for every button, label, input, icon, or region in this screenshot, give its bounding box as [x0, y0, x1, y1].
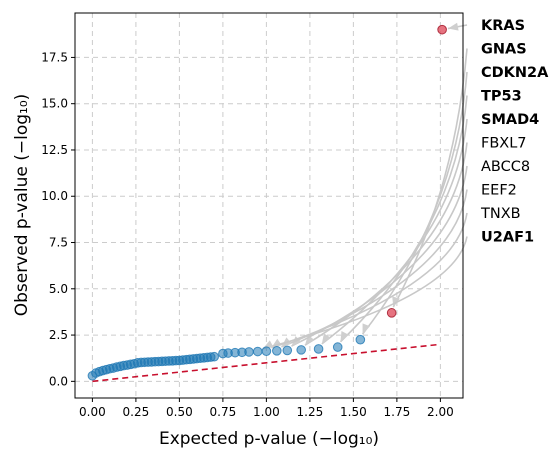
highlighted-point	[386, 308, 397, 318]
x-tick-label: 0.75	[210, 405, 237, 419]
label-arrow	[271, 212, 468, 349]
grid	[75, 13, 463, 398]
label-arrow	[321, 118, 468, 345]
data-point	[252, 346, 263, 357]
y-tick-label: 10.0	[41, 189, 68, 203]
gene-label: SMAD4	[481, 112, 539, 128]
gene-label: KRAS	[481, 18, 525, 34]
arrow-head	[340, 331, 349, 342]
gene-label: ABCC8	[481, 159, 530, 175]
plot-frame	[74, 12, 464, 399]
data-point	[272, 346, 282, 356]
data-point	[244, 347, 254, 357]
x-tick-label: 0.00	[79, 405, 106, 419]
label-arrow	[262, 236, 468, 350]
x-tick-label: 1.25	[297, 405, 324, 419]
arrow-head	[362, 323, 370, 335]
data-points	[87, 24, 447, 381]
data-point	[332, 342, 343, 352]
y-tick-label: 0.0	[49, 374, 68, 388]
x-tick-label: 0.50	[166, 405, 193, 419]
y-tick-label: 7.5	[49, 236, 68, 250]
y-tick-label: 12.5	[41, 143, 68, 157]
gene-label: TNXB	[480, 206, 521, 222]
plot-background	[75, 13, 463, 398]
arrow-head	[448, 22, 459, 31]
label-arrow	[361, 71, 468, 335]
x-tick-label: 0.25	[123, 405, 150, 419]
gene-label: EEF2	[481, 183, 517, 199]
y-tick-label: 5.0	[49, 282, 68, 296]
data-point	[282, 345, 293, 356]
gene-label: GNAS	[481, 42, 527, 58]
x-tick-label: 1.75	[384, 405, 411, 419]
gene-label: FBXL7	[481, 136, 527, 152]
gene-label: TP53	[481, 89, 522, 105]
arrow-head	[321, 333, 331, 344]
gene-label: U2AF1	[481, 230, 534, 246]
x-tick-label: 1.00	[253, 405, 280, 419]
x-tick-label: 2.00	[427, 405, 454, 419]
x-tick-label: 1.50	[340, 405, 367, 419]
y-tick-label: 2.5	[49, 328, 68, 342]
x-ticks: 0.00 0.25 0.50 0.75 1.00 1.25 1.50 1.75 2.00	[79, 398, 454, 419]
highlighted-point	[437, 24, 447, 35]
data-point	[296, 345, 306, 355]
y-ticks: 0.0 2.5 5.0 7.5 10.0 12.5 15.0 17.5	[41, 50, 75, 388]
y-tick-label: 15.0	[41, 97, 68, 111]
gene-labels: KRAS GNAS CDKN2A TP53 SMAD4 FBXL7 ABCC8 EEF2 TNX…	[480, 18, 549, 246]
label-arrow	[339, 95, 468, 343]
data-point	[355, 334, 366, 345]
data-point	[209, 351, 219, 362]
reference-line	[92, 343, 441, 383]
y-axis-label: Observed p-value (−log₁₀)	[12, 94, 32, 317]
x-axis-label: Expected p-value (−log₁₀)	[159, 429, 379, 449]
y-tick-label: 17.5	[41, 50, 68, 64]
data-point	[261, 346, 272, 356]
data-point	[313, 344, 324, 354]
gene-label: CDKN2A	[481, 65, 549, 81]
